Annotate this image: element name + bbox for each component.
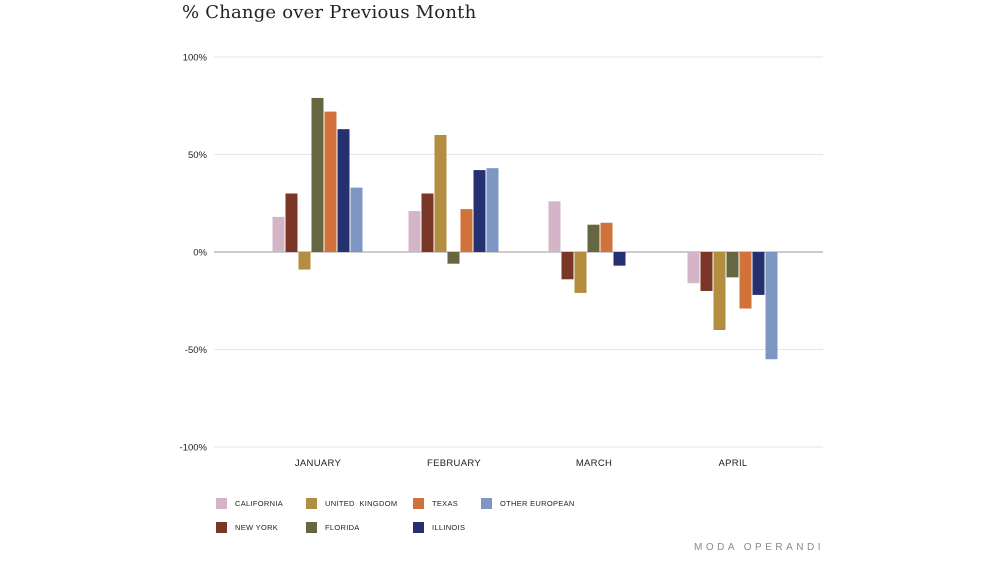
bar [272,216,285,252]
bar [408,211,421,252]
bar [298,252,311,270]
bar [726,252,739,278]
bar [447,252,460,264]
bar [739,252,752,309]
legend-label: TEXAS [432,499,459,508]
bar [765,252,778,360]
legend-item: FLORIDA [306,522,360,533]
bar [324,111,337,252]
legend-label: ILLINOIS [432,523,466,532]
bar [687,252,700,284]
bar [337,129,350,252]
bar [311,97,324,252]
bar [350,187,363,252]
legend-item: OTHER EUROPEAN [481,498,575,509]
legend-label: OTHER EUROPEAN [500,499,575,508]
bar [460,209,473,252]
legend-swatch [216,522,227,533]
legend-item: ILLINOIS [413,522,465,533]
brand-logo-text: MODA OPERANDI [694,542,824,553]
legend-swatch [216,498,227,509]
bar [587,224,600,252]
x-tick-label: FEBRUARY [427,458,481,469]
bar [421,193,434,252]
x-tick-label: MARCH [576,458,612,469]
legend-item: TEXAS [413,498,458,509]
bar [574,252,587,293]
x-tick-label: APRIL [719,458,748,469]
legend-swatch [413,498,424,509]
legend-label: CALIFORNIA [235,499,284,508]
bar [285,193,298,252]
bar [561,252,574,280]
legend-swatch [306,498,317,509]
bar [548,201,561,252]
y-tick-label: 100% [183,53,208,64]
legend-swatch [413,522,424,533]
y-tick-label: -50% [185,345,208,356]
y-tick-label: 50% [188,150,208,161]
legend-label: FLORIDA [325,523,360,532]
bar [752,252,765,295]
bar [473,170,486,252]
legend-swatch [306,522,317,533]
legend-label: UNITED KINGDOM [325,499,398,508]
bar [434,135,447,252]
bar [700,252,713,291]
x-tick-label: JANUARY [295,458,342,469]
legend-item: NEW YORK [216,522,278,533]
legend: CALIFORNIA UNITED KINGDOM TEXAS OTHER EU… [216,498,616,538]
legend-label: NEW YORK [235,523,279,532]
chart-title: % Change over Previous Month [182,2,477,23]
legend-swatch [481,498,492,509]
bar [486,168,499,252]
legend-item: CALIFORNIA [216,498,283,509]
legend-item: UNITED KINGDOM [306,498,397,509]
bar [613,252,626,266]
bar [713,252,726,330]
y-tick-label: 0% [193,248,207,259]
bar [600,222,613,252]
y-tick-label: -100% [180,443,208,454]
